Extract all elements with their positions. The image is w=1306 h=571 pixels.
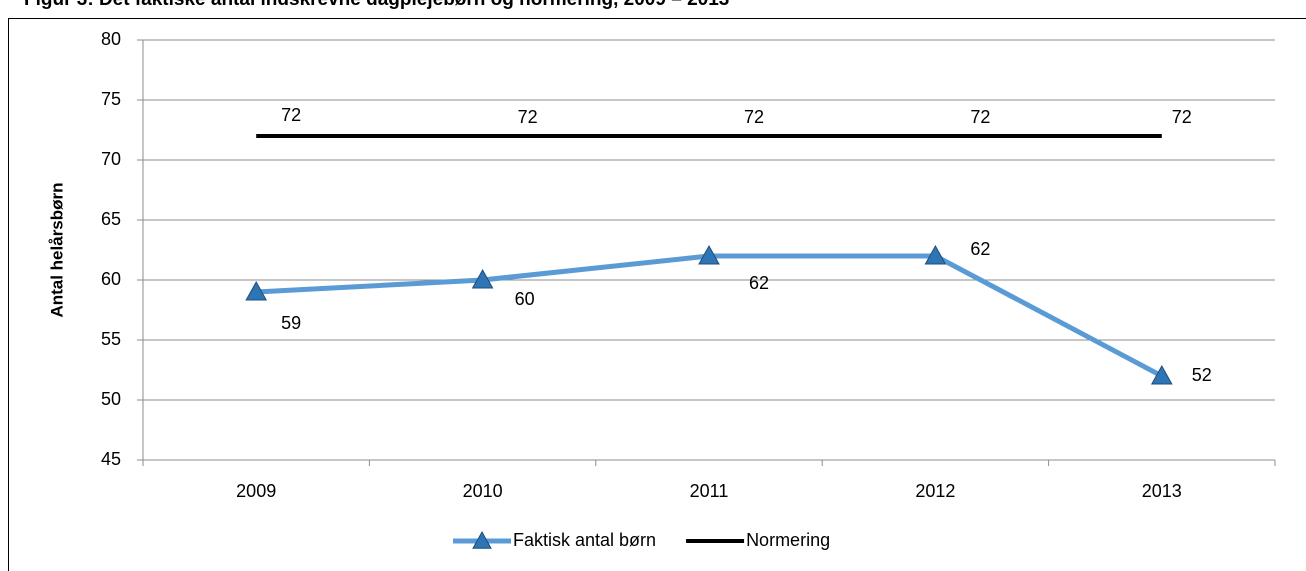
data-label: 62 <box>749 273 769 293</box>
data-label: 72 <box>970 107 990 127</box>
chart-title: Figur 3: Det faktiske antal indskrevne d… <box>24 0 729 10</box>
legend-label: Normering <box>746 530 830 550</box>
y-axis-label: Antal helårsbørn <box>47 182 66 317</box>
y-tick-label: 50 <box>101 389 121 409</box>
y-tick-label: 55 <box>101 329 121 349</box>
legend-marker <box>472 530 492 549</box>
y-tick-label: 70 <box>101 149 121 169</box>
x-tick-label: 2010 <box>463 481 503 501</box>
data-label: 60 <box>515 289 535 309</box>
data-label: 72 <box>1172 107 1192 127</box>
data-label: 52 <box>1192 365 1212 385</box>
marker <box>924 244 947 265</box>
series-line <box>256 253 1163 379</box>
chart-border <box>8 18 1306 571</box>
y-tick-label: 75 <box>101 89 121 109</box>
marker <box>245 280 268 301</box>
legend-label: Faktisk antal børn <box>513 530 656 550</box>
y-tick-label: 60 <box>101 269 121 289</box>
marker <box>471 268 494 289</box>
marker <box>698 244 720 265</box>
marker <box>1150 364 1173 385</box>
x-tick-label: 2009 <box>236 481 276 501</box>
data-label: 59 <box>281 313 301 333</box>
data-label: 72 <box>518 107 538 127</box>
x-tick-label: 2011 <box>690 481 729 501</box>
data-label: 62 <box>970 239 990 259</box>
x-tick-label: 2012 <box>915 481 955 501</box>
y-tick-label: 65 <box>101 209 121 229</box>
y-tick-label: 45 <box>101 449 121 469</box>
x-tick-label: 2013 <box>1142 481 1182 501</box>
data-label: 72 <box>744 107 764 127</box>
data-label: 72 <box>281 105 301 125</box>
y-tick-label: 80 <box>101 29 121 49</box>
